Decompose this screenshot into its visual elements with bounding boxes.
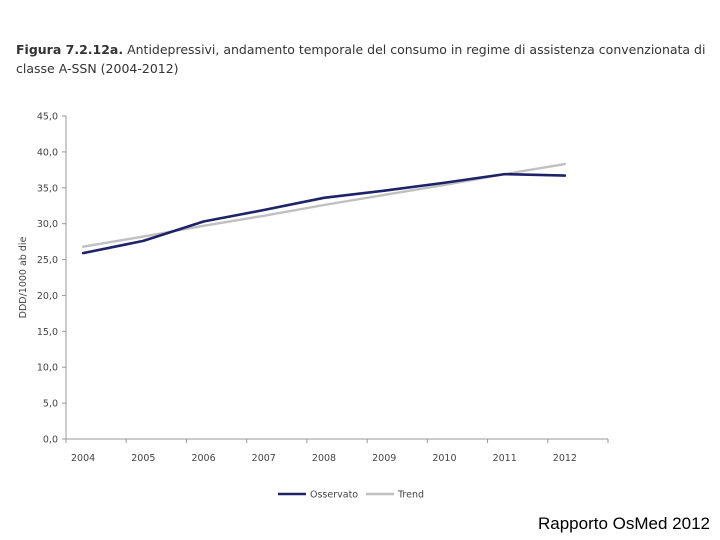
- figure-title: Figura 7.2.12a. Antidepressivi, andament…: [16, 40, 706, 78]
- x-tick-label: 2012: [553, 453, 577, 464]
- y-tick-label: 0,0: [43, 435, 58, 446]
- x-tick-label: 2005: [131, 453, 155, 464]
- x-tick-label: 2010: [432, 453, 456, 464]
- y-axis-label: DDD/1000 ab die: [18, 236, 29, 318]
- y-tick-label: 40,0: [37, 147, 58, 158]
- series-lines: [81, 162, 567, 255]
- y-tick-label: 10,0: [37, 363, 58, 374]
- footer-source: Rapporto OsMed 2012: [538, 514, 710, 533]
- x-tick-label: 2006: [191, 453, 215, 464]
- x-tick-label: 2009: [372, 453, 396, 464]
- x-tick-label: 2007: [252, 453, 276, 464]
- x-tick-label: 2011: [493, 453, 517, 464]
- y-tick-label: 20,0: [37, 291, 58, 302]
- y-tick-label: 30,0: [37, 219, 58, 230]
- y-tick-label: 15,0: [37, 327, 58, 338]
- axes: 0,0 5,0 10,0 15,0 20,0 25,0 30,0 35,0 40,0 45,0 20…: [18, 112, 609, 464]
- y-tick-label: 35,0: [37, 183, 58, 194]
- series-line-osservato: [81, 172, 567, 255]
- figure-label: Figura 7.2.12a.: [16, 42, 124, 57]
- y-tick-label: 5,0: [43, 399, 58, 410]
- x-tick-label: 2008: [312, 453, 336, 464]
- figure-caption: Antidepressivi, andamento temporale del …: [16, 42, 706, 76]
- y-tick-label: 45,0: [37, 112, 58, 123]
- legend-label: Trend: [397, 490, 424, 501]
- legend: Osservato Trend: [278, 490, 424, 501]
- y-tick-label: 25,0: [37, 255, 58, 266]
- legend-label: Osservato: [310, 490, 358, 501]
- x-tick-label: 2004: [71, 453, 95, 464]
